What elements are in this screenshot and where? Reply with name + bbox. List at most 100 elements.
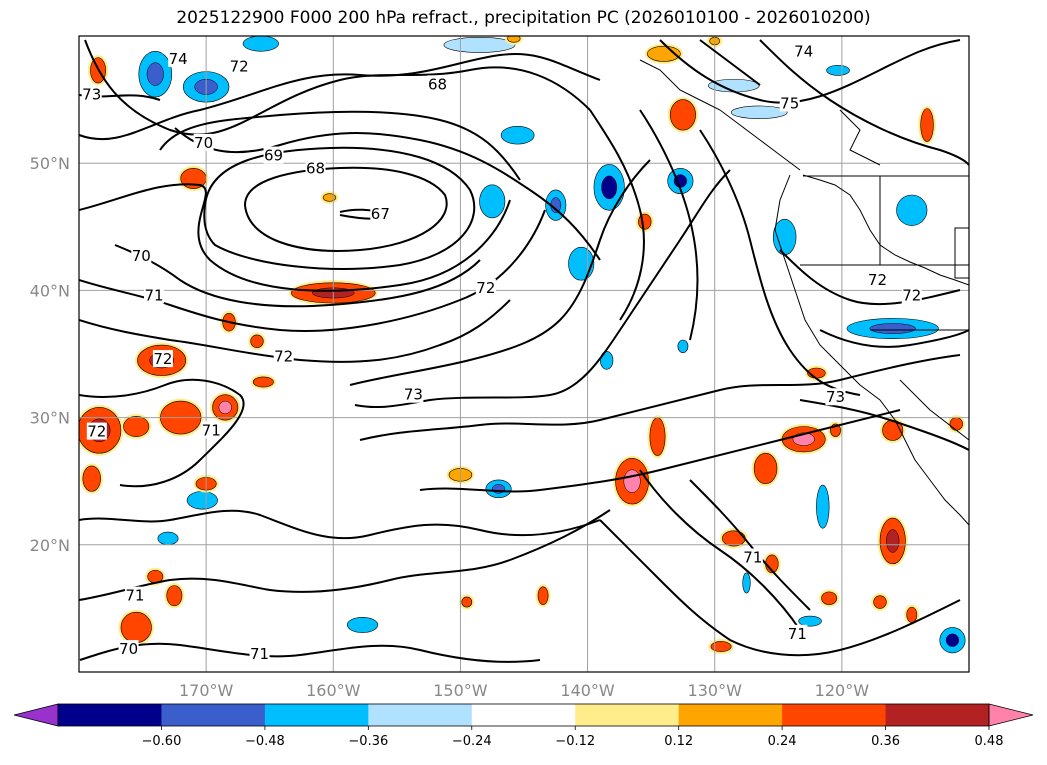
precip-area [647,415,668,459]
precip-area [877,515,908,567]
contour-label: 71 [788,625,807,643]
contour-label-bg [263,146,284,164]
precip-area [320,191,339,204]
lon-tick-label: 160°W [306,681,361,700]
precip-area [459,594,475,610]
contour-label-bg [86,422,107,440]
colorbar-tick-label: −0.12 [555,734,595,749]
coastline [774,174,969,526]
contour-label-bg [144,286,165,304]
precip-fill [826,64,850,76]
lon-tick-label: 130°W [688,681,743,700]
contour-label-bg [901,286,922,304]
contour-label-bg [403,385,424,403]
precip-fill [722,530,746,547]
precip-area [844,315,941,342]
precip-fill [920,108,934,142]
colorbar-tick-label: 0.12 [664,734,693,749]
lon-tick-label: 120°W [815,681,870,700]
precip-core [146,62,164,86]
precip-fill [599,351,614,370]
contour-label-bg [193,133,214,151]
precip-area [210,392,241,423]
precip-area [894,192,930,229]
contour-line [203,146,476,270]
precip-area [80,463,104,494]
contour-line [779,249,961,306]
colorbar-tick-label: −0.60 [142,734,182,749]
precip-fill [120,611,152,644]
contour-label: 70 [194,134,213,152]
contour-label: 69 [264,147,283,165]
precip-fill [896,194,928,226]
coastlines [639,59,969,526]
precip-area [483,477,514,501]
contour-label: 74 [794,42,813,60]
precip-fill [82,465,101,492]
contour-line [639,109,699,341]
contour-label: 74 [169,50,188,68]
precip-area [824,62,852,78]
contour-line [244,166,448,252]
contour-line [599,519,961,657]
contour-label-bg [787,624,808,642]
contour-label: 71 [743,549,762,567]
contour-line [79,642,541,663]
precip-fill [568,246,595,281]
precip-area [751,450,780,487]
contour-line [699,39,761,86]
precip-area [535,584,551,608]
precip-fill [798,615,822,627]
contour-label-bg [124,586,145,604]
precip-core [623,469,641,493]
contour-label: 71 [125,587,144,605]
precip-fill [443,36,516,53]
precip-area [644,43,683,64]
colorbar-tick-label: 0.48 [975,734,1004,749]
precip-fill [479,184,506,219]
contour-label-bg [118,640,139,658]
contour-label: 72 [274,348,293,366]
coastline [639,59,801,171]
contour-line [819,329,969,348]
latitude-labels: 20°N 30°N 40°N 50°N [30,154,70,555]
precip-core [945,633,960,647]
precip-fill [949,417,963,431]
precip-fill [157,531,179,546]
contour-line [359,354,961,441]
precip-fill [123,416,150,437]
colorbar-segment [678,704,783,726]
precip-fill [500,126,535,145]
precip-area [937,624,968,656]
precip-area [504,36,523,45]
colorbar-tick-label: −0.36 [348,734,388,749]
colorbar: −0.60 −0.48 −0.36 −0.24 −0.12 0.12 0.24 0.36 0.4… [13,703,1034,749]
precip-fill [708,78,760,93]
precip-area [635,211,654,232]
precip-fill [186,491,218,510]
state-border [899,379,969,441]
precip-core [218,400,232,415]
precip-area [477,182,508,221]
precip-fill [710,641,732,652]
contour-label-bg [273,347,294,365]
precip-area [705,76,762,95]
precip-area [918,106,936,145]
contour-label: 67 [371,205,390,223]
precip-core [869,323,916,334]
colorbar-extend-high [988,703,1034,727]
contour-line [349,159,651,386]
precip-area [675,337,691,356]
contour-label: 71 [250,645,269,663]
precip-area [118,609,154,646]
lat-tick-label: 40°N [30,281,70,300]
contour-label-bg [825,388,846,406]
lon-tick-label: 170°W [179,681,234,700]
precip-fill [873,595,887,609]
contour-label: 72 [87,423,106,441]
contour-label-bg [427,75,448,93]
precip-fill [669,99,696,131]
precip-area [740,570,753,596]
precip-fill [250,334,264,348]
contour-label-bg [867,271,888,289]
